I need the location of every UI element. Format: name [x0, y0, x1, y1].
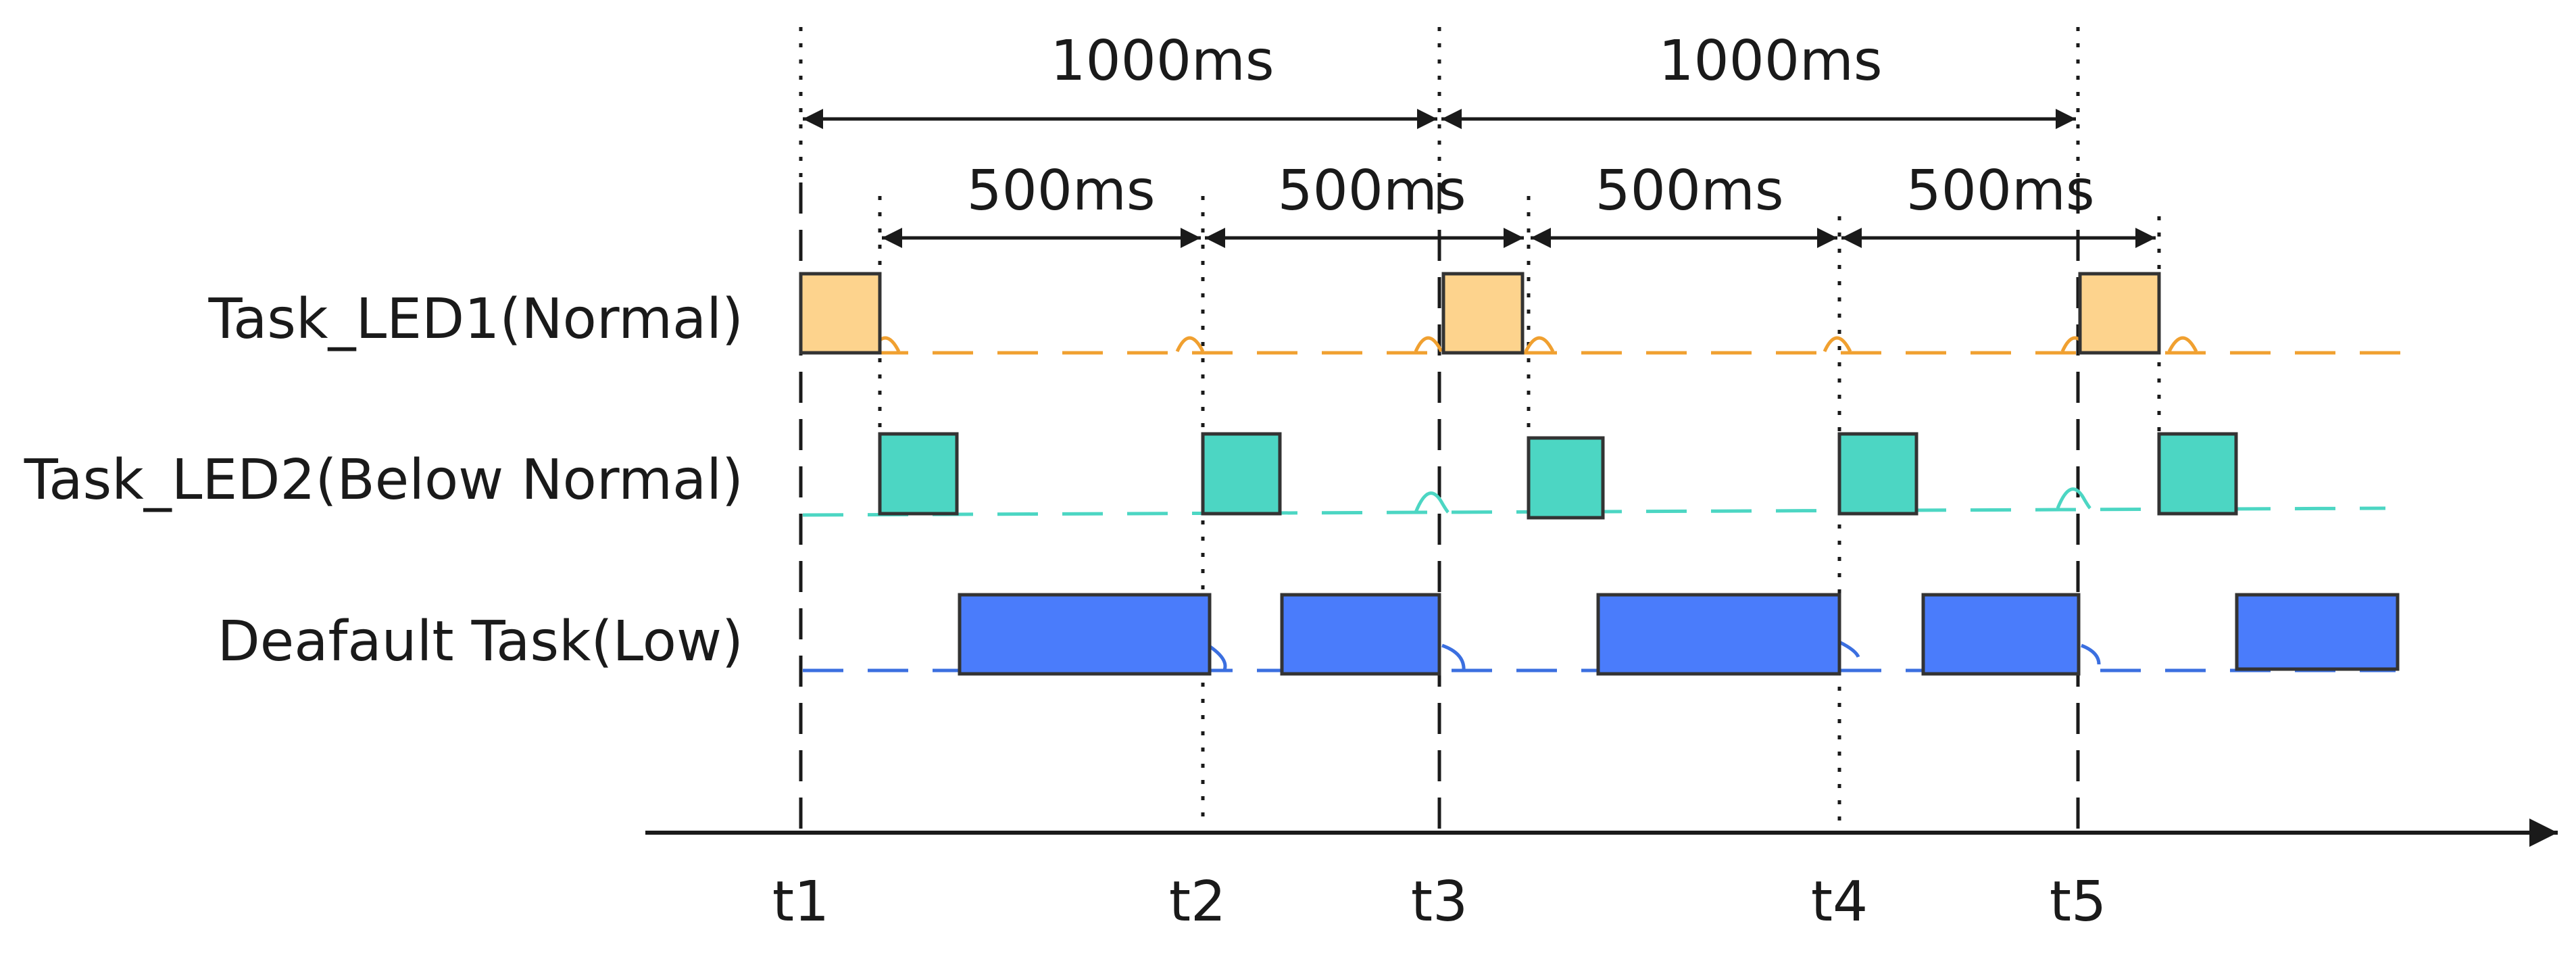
default-wake-arc-1 — [1207, 643, 1227, 670]
led1-run-block-2 — [1441, 272, 1525, 355]
interval-500-label-1: 500ms — [966, 159, 1155, 223]
task-label-led2: Task_LED2(Below Normal) — [24, 448, 743, 512]
led1-wake-arc-2 — [1175, 336, 1205, 353]
led2-wake-arc-1 — [1414, 491, 1450, 514]
time-label-t4: t4 — [1811, 870, 1868, 934]
led2-run-block-1 — [878, 432, 959, 516]
default-wake-arc-3 — [1838, 640, 1860, 658]
led2-run-block-3 — [1527, 436, 1605, 520]
interval-1000-label-2: 1000ms — [1658, 29, 1882, 93]
led1-run-block-1 — [799, 272, 882, 355]
task-label-default: Deafault Task(Low) — [218, 610, 743, 674]
led2-run-block-4 — [1837, 432, 1918, 516]
led1-wake-arc-7 — [2167, 336, 2198, 353]
interval-500-label-4: 500ms — [1906, 159, 2094, 223]
task-label-led1: Task_LED1(Normal) — [208, 287, 743, 351]
default-wake-arc-2 — [1441, 643, 1466, 672]
led1-wake-arc-3 — [1414, 336, 1443, 353]
led2-run-block-5 — [2157, 432, 2238, 516]
marker-lines — [799, 27, 2161, 835]
led2-run-block-2 — [1201, 432, 1282, 516]
led1-run-blocks — [799, 272, 2161, 355]
led1-timeline — [803, 336, 2402, 355]
default-run-block-1 — [958, 593, 1212, 676]
led1-wake-arc-5 — [1823, 336, 1852, 353]
time-label-t5: t5 — [2050, 870, 2106, 934]
time-label-t1: t1 — [772, 870, 829, 934]
time-label-t2: t2 — [1169, 870, 1226, 934]
led2-wake-arc-2 — [2056, 487, 2091, 510]
led1-wake-arc-4 — [1524, 336, 1555, 353]
interval-500-label-2: 500ms — [1277, 159, 1466, 223]
default-run-block-5 — [2235, 593, 2400, 671]
default-run-block-2 — [1280, 593, 1441, 676]
interval-1000-label-1: 1000ms — [1050, 29, 1274, 93]
default-wake-arc-4 — [2081, 643, 2101, 665]
default-run-block-3 — [1596, 593, 1841, 676]
led1-run-block-3 — [2078, 272, 2161, 355]
default-run-block-4 — [1921, 593, 2081, 676]
time-label-t3: t3 — [1411, 870, 1468, 934]
interval-500-label-3: 500ms — [1595, 159, 1783, 223]
led2-run-blocks — [878, 432, 2238, 520]
default-run-blocks — [958, 593, 2400, 676]
